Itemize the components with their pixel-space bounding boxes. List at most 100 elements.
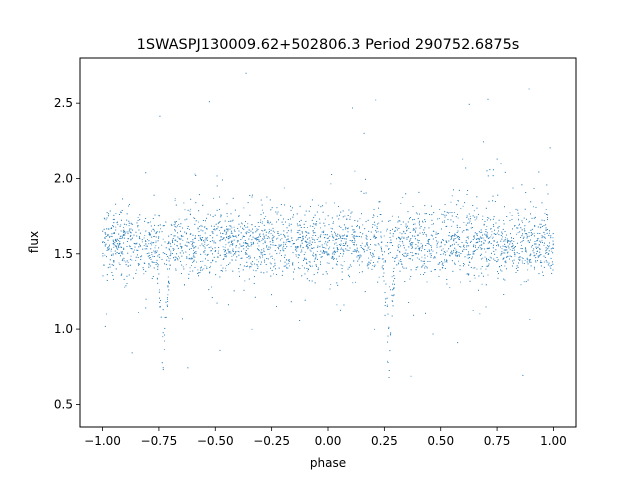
data-point	[250, 230, 252, 232]
data-point	[453, 239, 455, 241]
data-point	[507, 240, 508, 242]
data-point	[490, 228, 492, 230]
data-point	[258, 245, 260, 247]
data-point	[424, 267, 426, 269]
data-point	[466, 215, 468, 217]
data-point	[506, 256, 507, 258]
data-point	[174, 235, 176, 237]
data-point	[180, 234, 182, 236]
data-point	[537, 255, 539, 257]
data-point	[175, 239, 177, 241]
data-point	[263, 254, 265, 255]
data-point	[547, 193, 549, 195]
data-point	[545, 247, 547, 249]
data-point	[223, 238, 225, 240]
data-point	[550, 248, 552, 250]
data-point	[170, 250, 172, 252]
data-point	[144, 263, 146, 264]
data-point	[530, 259, 531, 261]
data-point	[504, 246, 506, 248]
data-point	[249, 214, 251, 216]
data-point	[351, 225, 353, 227]
data-point	[264, 261, 266, 263]
data-point	[240, 239, 242, 240]
data-point	[245, 233, 247, 235]
data-point	[226, 215, 228, 217]
data-point	[348, 266, 350, 268]
data-point	[119, 214, 121, 215]
data-point	[530, 213, 531, 215]
data-point	[491, 237, 493, 239]
data-point	[174, 200, 176, 202]
data-point	[467, 253, 469, 255]
data-point	[359, 227, 360, 229]
data-point	[228, 238, 230, 239]
data-point	[406, 237, 408, 239]
data-point	[260, 271, 262, 273]
data-point	[213, 240, 215, 242]
data-point	[223, 249, 225, 251]
data-point	[248, 258, 250, 260]
data-point	[415, 227, 417, 229]
data-point	[387, 362, 389, 363]
data-point	[211, 240, 213, 242]
data-point	[197, 228, 199, 230]
data-point	[150, 230, 152, 232]
data-point	[342, 210, 344, 212]
data-point	[371, 256, 373, 258]
data-point	[444, 244, 446, 246]
data-point	[374, 264, 376, 266]
data-point	[361, 213, 362, 215]
data-point	[332, 236, 334, 238]
data-point	[523, 217, 525, 219]
data-point	[470, 218, 472, 220]
data-point	[240, 257, 242, 259]
data-point	[220, 214, 222, 216]
data-point	[194, 173, 196, 175]
data-point	[263, 251, 265, 253]
data-point	[141, 239, 143, 241]
data-point	[201, 269, 203, 271]
data-point	[446, 211, 448, 213]
data-point	[200, 224, 202, 226]
data-point	[340, 252, 342, 254]
data-point	[532, 206, 534, 208]
data-point	[119, 243, 121, 245]
data-point	[424, 265, 426, 267]
data-point	[420, 226, 422, 227]
data-point	[320, 250, 322, 252]
data-point	[212, 259, 214, 261]
data-point	[410, 242, 412, 243]
data-point	[387, 242, 389, 243]
data-point	[453, 240, 455, 242]
data-point	[193, 250, 195, 252]
data-point	[417, 217, 419, 219]
data-point	[237, 228, 239, 230]
data-point	[389, 289, 391, 291]
data-point	[271, 223, 273, 225]
data-point	[186, 232, 187, 234]
data-point	[458, 254, 460, 256]
data-point	[242, 269, 244, 271]
data-point	[164, 327, 166, 329]
data-point	[315, 264, 317, 266]
data-point	[287, 238, 289, 240]
data-point	[293, 214, 294, 216]
data-point	[235, 251, 237, 253]
data-point	[476, 268, 478, 270]
data-point	[367, 247, 369, 249]
data-point	[446, 250, 448, 252]
data-point	[552, 233, 554, 235]
data-point	[504, 206, 505, 208]
data-point	[235, 235, 237, 237]
data-point	[238, 215, 240, 217]
data-point	[420, 243, 422, 245]
data-point	[317, 237, 319, 239]
data-point	[500, 163, 502, 165]
data-point	[271, 238, 273, 240]
data-point	[244, 236, 245, 238]
data-point	[194, 235, 196, 237]
data-point	[195, 220, 197, 222]
data-point	[500, 240, 502, 242]
data-point	[268, 237, 270, 239]
